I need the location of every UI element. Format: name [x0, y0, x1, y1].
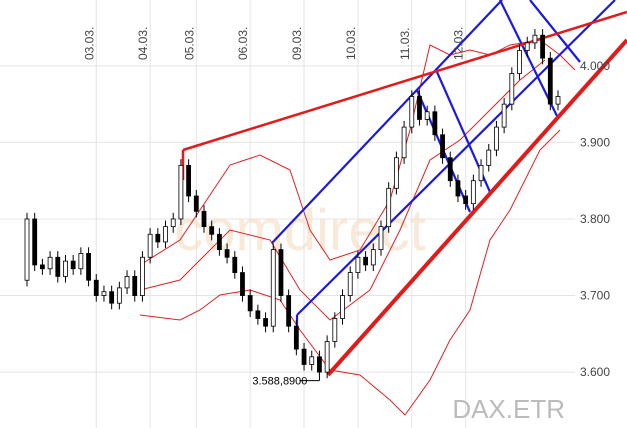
- candle-body: [340, 295, 345, 319]
- y-tick-label: 3.800: [580, 212, 610, 226]
- candle-body: [540, 34, 546, 59]
- candle-body: [224, 249, 230, 258]
- candle-body: [424, 111, 430, 120]
- candle-body: [324, 341, 330, 373]
- candle-body: [309, 356, 315, 365]
- candle-body: [293, 325, 299, 350]
- candle-body: [463, 195, 469, 205]
- candle-body: [116, 287, 122, 304]
- candle-body: [24, 218, 30, 281]
- candle-body: [517, 50, 522, 74]
- candle-body: [209, 226, 215, 235]
- candle-body: [509, 73, 515, 105]
- candle-body: [455, 180, 461, 197]
- candle-body: [332, 318, 338, 342]
- candle-body: [447, 157, 453, 182]
- x-tick-label: 11.03.: [398, 28, 412, 60]
- y-tick-label: 3.600: [580, 365, 610, 379]
- candle-body: [147, 233, 153, 258]
- x-tick-label: 10.03.: [344, 27, 358, 60]
- candle-body: [524, 42, 530, 51]
- candle-body: [478, 164, 484, 182]
- x-tick-label: 06.03.: [236, 27, 250, 60]
- candle-body: [132, 276, 138, 296]
- candle-body: [186, 164, 192, 197]
- y-tick-label: 4.000: [580, 59, 610, 73]
- candle-body: [170, 218, 176, 228]
- candle-body: [39, 264, 45, 270]
- x-tick-label: 04.03.: [136, 27, 150, 60]
- y-tick-label: 3.700: [580, 289, 610, 303]
- channel-line: [296, 0, 616, 316]
- channel-line: [499, 0, 558, 117]
- trend-line: [326, 38, 627, 377]
- trend-line: [182, 10, 627, 152]
- candle-body: [417, 96, 422, 120]
- candle-body: [47, 256, 53, 270]
- candle-body: [124, 276, 130, 289]
- candle-body: [216, 233, 222, 251]
- candle-body: [155, 233, 161, 243]
- candle-body: [247, 295, 253, 312]
- candle-body: [178, 164, 184, 220]
- candle-body: [193, 195, 199, 212]
- candle-body: [255, 310, 261, 319]
- candle-body: [355, 256, 361, 273]
- x-tick-label: 09.03.: [290, 27, 304, 60]
- candle-body: [55, 256, 61, 277]
- candle-body: [378, 226, 384, 251]
- candle-body: [278, 249, 284, 296]
- symbol-label: DAX.ETR: [452, 394, 565, 424]
- candle-body: [363, 256, 369, 266]
- candle-body: [270, 249, 276, 327]
- candle-body: [140, 256, 145, 296]
- candle-body: [547, 57, 553, 105]
- candle-body: [201, 210, 207, 228]
- annotation: 3.588,8900: [252, 376, 307, 388]
- candle-body: [386, 187, 392, 228]
- candle-body: [409, 96, 415, 128]
- candle-body: [78, 253, 84, 270]
- candle-body: [401, 126, 407, 159]
- middle-band: [139, 59, 546, 321]
- lower-band: [139, 129, 561, 416]
- candle-body: [470, 180, 476, 205]
- axes: 3.600 3.700 3.800 3.900 4.000 03.03. 04.03. 05.…: [82, 27, 610, 388]
- candle-body: [317, 356, 322, 373]
- x-tick-label: 05.03.: [182, 27, 196, 60]
- candle-body: [70, 260, 76, 270]
- candle-body: [301, 348, 307, 365]
- y-tick-label: 3.900: [580, 135, 610, 149]
- x-tick-label: 03.03.: [82, 27, 96, 60]
- channel-line: [271, 0, 503, 244]
- x-tick-label: 12.03.: [452, 27, 466, 60]
- candle-body: [263, 318, 268, 327]
- candle-body: [32, 218, 38, 266]
- candle-body: [494, 126, 499, 151]
- candle-body: [555, 96, 561, 105]
- candle-body: [101, 291, 107, 296]
- candle-body: [432, 111, 438, 136]
- candle-body: [93, 279, 99, 296]
- candle-body: [393, 157, 399, 189]
- bollinger-bands: [139, 39, 576, 416]
- candle-body: [232, 256, 238, 273]
- candles: [24, 29, 561, 381]
- candle-body: [109, 291, 115, 304]
- channel-line: [529, 0, 581, 63]
- candle-body: [532, 34, 538, 44]
- candle-body: [370, 249, 376, 266]
- candle-body: [286, 295, 292, 327]
- candle-body: [501, 103, 507, 128]
- candle-body: [240, 272, 245, 296]
- candle-body: [163, 226, 168, 243]
- candle-body: [63, 260, 68, 277]
- candle-body: [440, 134, 445, 159]
- candle-body: [86, 253, 91, 281]
- candle-body: [486, 149, 492, 166]
- candle-body: [347, 272, 353, 296]
- upper-band: [139, 39, 576, 266]
